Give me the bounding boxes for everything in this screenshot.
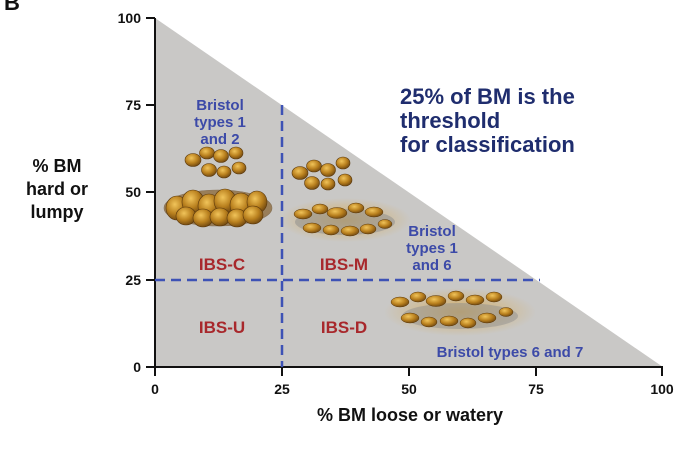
x-tick-label: 50 bbox=[401, 381, 417, 397]
annotation-types-1-2-line2: types 1 bbox=[194, 114, 246, 131]
y-axis-label-line2: hard or bbox=[26, 179, 88, 199]
y-tick-label: 75 bbox=[125, 97, 141, 113]
y-axis-label-line3: lumpy bbox=[30, 202, 83, 222]
y-tick-label: 50 bbox=[125, 184, 141, 200]
hard-lumps-icon bbox=[184, 146, 247, 179]
threshold-text-line2: threshold bbox=[400, 108, 500, 133]
region-label-ibs-d: IBS-D bbox=[321, 318, 367, 337]
y-axis-label-line1: % BM bbox=[33, 156, 82, 176]
lumpy-sausage-icon bbox=[163, 188, 273, 228]
hard-lumps-icon bbox=[291, 156, 353, 191]
annotation-types-1-6-line1: Bristol bbox=[408, 223, 456, 240]
region-label-ibs-m: IBS-M bbox=[320, 255, 368, 274]
threshold-text-line1: 25% of BM is the bbox=[400, 84, 575, 109]
x-tick-label: 100 bbox=[650, 381, 674, 397]
region-label-ibs-u: IBS-U bbox=[199, 318, 245, 337]
region-label-ibs-c: IBS-C bbox=[199, 255, 245, 274]
x-tick-label: 0 bbox=[151, 381, 159, 397]
fluffy-mushy-icon bbox=[279, 198, 411, 242]
annotation-types-1-2-line1: Bristol bbox=[196, 97, 244, 114]
threshold-text-line3: for classification bbox=[400, 132, 575, 157]
x-ticks: 0 25 50 75 100 bbox=[151, 367, 674, 397]
panel-letter: B bbox=[4, 0, 20, 15]
y-tick-label: 100 bbox=[118, 10, 142, 26]
y-ticks: 100 75 50 25 0 bbox=[118, 10, 155, 375]
x-tick-label: 75 bbox=[528, 381, 544, 397]
y-tick-label: 0 bbox=[133, 359, 141, 375]
y-tick-label: 25 bbox=[125, 272, 141, 288]
annotation-types-1-6-line3: and 6 bbox=[412, 257, 451, 274]
x-tick-label: 25 bbox=[274, 381, 290, 397]
x-axis-label: % BM loose or watery bbox=[317, 405, 503, 425]
annotation-types-1-2-line3: and 2 bbox=[200, 131, 239, 148]
annotation-types-6-7: Bristol types 6 and 7 bbox=[437, 344, 584, 361]
watery-mushy-icon bbox=[384, 288, 536, 336]
annotation-types-1-6-line2: types 1 bbox=[406, 240, 458, 257]
